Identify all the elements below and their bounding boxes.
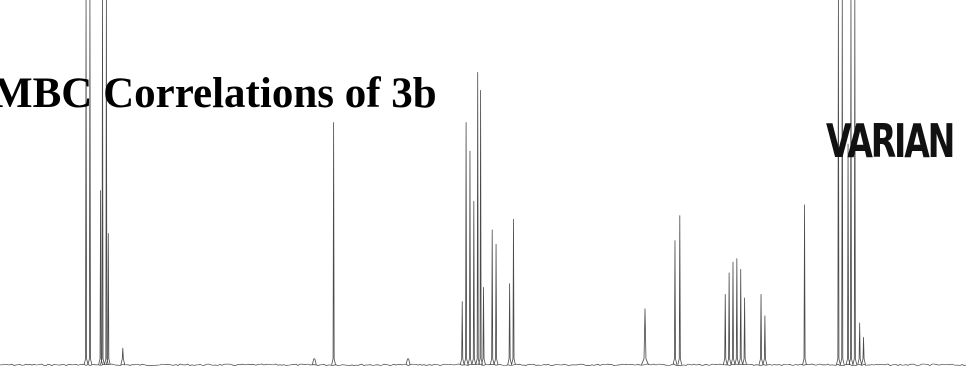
spectrum-peak-18 [493, 243, 499, 365]
spectrum-peak-38 [857, 322, 863, 365]
spectrum-peak-36 [848, 0, 854, 365]
spectrum-peak-15 [478, 89, 483, 365]
spectrum-baseline [0, 363, 967, 367]
spectrum-peak-14 [475, 72, 481, 365]
spectrum-peak-4 [98, 190, 103, 365]
spectrum-peak-29 [742, 297, 747, 365]
spectrum-peak-8 [331, 122, 336, 365]
spectrum-peak-13 [471, 200, 477, 365]
spectrum-peak-20 [511, 218, 516, 365]
spectrum-peak-28 [738, 268, 744, 365]
spectrum-peak-17 [489, 229, 495, 365]
spectrum-peak-37 [852, 0, 858, 365]
spectrum-peak-10 [459, 301, 465, 365]
spectrum-peak-21 [641, 308, 649, 365]
varian-logo: VARIAN [826, 114, 955, 168]
spectrum-peak-1 [87, 0, 93, 365]
spectrum-peak-30 [758, 294, 764, 365]
page-title: MBC Correlations of 3b [0, 70, 437, 117]
spectrum-peak-31 [762, 315, 768, 365]
spectrum-peak-34 [839, 0, 845, 365]
spectrum-peak-16 [481, 286, 486, 365]
spectrum-peak-19 [507, 283, 512, 365]
spectrum-peak-12 [467, 150, 473, 365]
spectrum-peak-0 [83, 0, 89, 365]
spectrum-peak-25 [726, 272, 732, 365]
spectrum-peak-32 [802, 204, 807, 365]
spectrum-peak-6 [120, 347, 126, 365]
spectrum-peak-9 [405, 358, 411, 365]
spectrum-peak-26 [730, 261, 736, 365]
spectrum-peak-7 [311, 358, 317, 365]
spectrum-peak-5 [105, 233, 111, 365]
spectrum-peak-11 [463, 122, 469, 365]
spectrum-peak-22 [672, 240, 678, 365]
spectrum-peak-39 [861, 336, 866, 365]
spectrum-peak-33 [836, 0, 841, 365]
spectrum-peak-35 [845, 143, 851, 365]
spectrum-peak-24 [722, 294, 728, 365]
spectrum-peak-27 [734, 258, 740, 365]
spectrum-peak-23 [677, 215, 683, 365]
